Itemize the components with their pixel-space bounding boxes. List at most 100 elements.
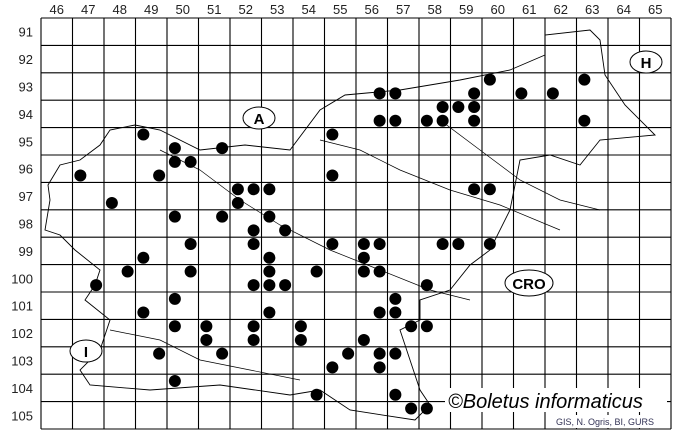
record-dot (373, 114, 386, 127)
column-label: 63 (585, 2, 599, 17)
column-label: 51 (207, 2, 221, 17)
column-label: 49 (144, 2, 158, 17)
record-dot (310, 388, 323, 401)
column-label: 46 (50, 2, 64, 17)
column-label: 65 (648, 2, 662, 17)
record-dot (263, 265, 276, 278)
record-dot (74, 169, 87, 182)
record-dot (468, 114, 481, 127)
record-dot (452, 238, 465, 251)
column-label: 64 (617, 2, 631, 17)
copyright-text: ©Boletus informaticus (448, 391, 643, 413)
column-label: 62 (554, 2, 568, 17)
record-dot (216, 210, 229, 223)
label-austria: A (242, 106, 276, 130)
row-label: 92 (19, 52, 33, 67)
record-dot (389, 87, 402, 100)
column-label: 52 (239, 2, 253, 17)
svg-text:A: A (254, 111, 265, 128)
record-dot (231, 183, 244, 196)
record-dot (389, 292, 402, 305)
grid (40, 17, 672, 430)
column-label: 50 (176, 2, 190, 17)
record-dot (231, 196, 244, 209)
record-dot (184, 238, 197, 251)
record-dot (153, 169, 166, 182)
column-label: 58 (428, 2, 442, 17)
record-dot (436, 238, 449, 251)
column-label: 56 (365, 2, 379, 17)
record-dot (168, 210, 181, 223)
record-dot (468, 87, 481, 100)
row-label: 104 (11, 381, 33, 396)
record-dot (420, 114, 433, 127)
record-dot (342, 347, 355, 360)
record-dot (263, 210, 276, 223)
column-label: 48 (113, 2, 127, 17)
record-dot (373, 238, 386, 251)
record-dot (436, 101, 449, 114)
record-dot (515, 87, 528, 100)
record-dot (326, 169, 339, 182)
credit-text: GIS, N. Ogris, BI, GURS (556, 417, 654, 427)
record-dot (279, 224, 292, 237)
record-dot (263, 279, 276, 292)
record-dot (389, 114, 402, 127)
record-dot (279, 279, 292, 292)
record-dot (468, 183, 481, 196)
record-dot (546, 87, 559, 100)
record-dot (168, 320, 181, 333)
record-dot (310, 265, 323, 278)
row-label: 97 (19, 189, 33, 204)
record-dot (373, 361, 386, 374)
record-dot (578, 73, 591, 86)
row-label: 93 (19, 80, 33, 95)
record-dot (373, 265, 386, 278)
row-label: 95 (19, 134, 33, 149)
column-label: 55 (333, 2, 347, 17)
column-label: 61 (522, 2, 536, 17)
record-dot (247, 279, 260, 292)
record-dot (200, 333, 213, 346)
record-dot (184, 155, 197, 168)
column-labels: 46 47 48 49 50 51 52 53 54 55 56 57 58 59 60 61 62 63 64 65 (50, 2, 663, 17)
record-dot (373, 87, 386, 100)
record-dot (90, 279, 103, 292)
row-label: 105 (11, 408, 33, 423)
record-dot (357, 251, 370, 264)
record-dot (483, 183, 496, 196)
svg-text:H: H (641, 55, 652, 72)
record-dot (137, 306, 150, 319)
record-dot (420, 320, 433, 333)
column-label: 47 (81, 2, 95, 17)
record-dot (420, 279, 433, 292)
column-label: 54 (302, 2, 316, 17)
row-label: 94 (19, 107, 33, 122)
record-dot (247, 320, 260, 333)
row-label: 100 (11, 271, 33, 286)
row-label: 99 (19, 244, 33, 259)
row-label: 102 (11, 326, 33, 341)
record-dot (263, 251, 276, 264)
record-dot (247, 238, 260, 251)
row-label: 103 (11, 354, 33, 369)
record-dot (168, 375, 181, 388)
record-dot (357, 265, 370, 278)
record-dot (121, 265, 134, 278)
record-dot (263, 183, 276, 196)
row-label: 96 (19, 162, 33, 177)
column-label: 60 (491, 2, 505, 17)
slovenia-outline (44, 29, 656, 421)
record-dot (137, 128, 150, 141)
record-dot (389, 347, 402, 360)
record-dot (247, 224, 260, 237)
record-dot (137, 251, 150, 264)
record-dot (168, 155, 181, 168)
record-dot (184, 265, 197, 278)
label-croatia: CRO (504, 269, 554, 297)
svg-text:CRO: CRO (512, 276, 546, 293)
record-dot (373, 347, 386, 360)
row-label: 91 (19, 25, 33, 40)
record-dot (216, 142, 229, 155)
